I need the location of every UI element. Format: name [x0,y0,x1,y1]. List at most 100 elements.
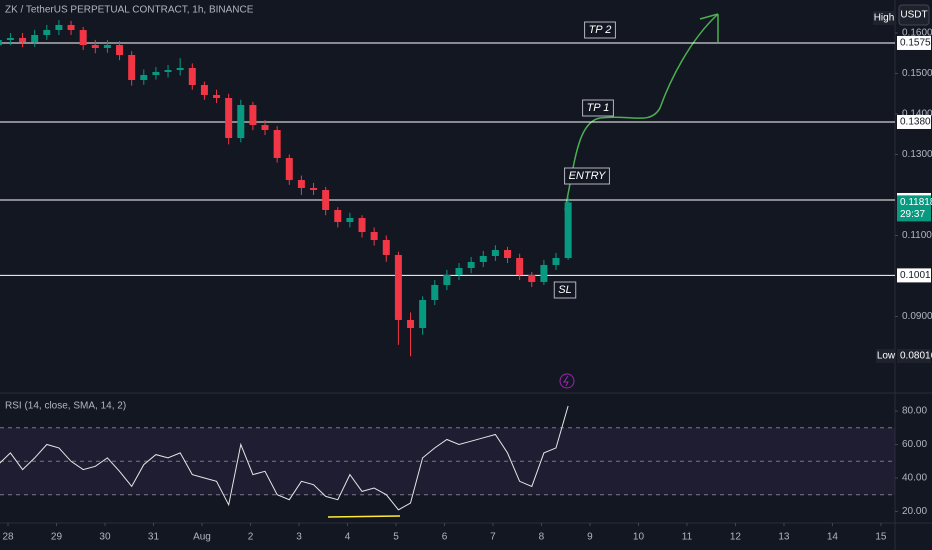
x-tick-label: 12 [730,532,742,543]
candle-body [334,209,342,223]
level-price: 0.10015 [900,270,932,281]
candle-body [67,24,75,31]
candle-body [297,180,305,188]
candle-body [285,157,293,181]
currency-button[interactable] [898,4,930,26]
candle-body [91,44,99,48]
rsi-tick-label: 40.00 [902,473,927,484]
candle-body [188,67,196,86]
level-tag-box [553,281,577,299]
x-tick-label: 31 [148,532,160,543]
low-value: 0.08016 [900,351,932,362]
x-tick-label: 13 [778,532,790,543]
level-tag: SL [558,284,571,296]
candle-body [225,98,233,139]
candle-body [540,264,548,282]
candle-body [504,249,512,259]
x-tick-label: 6 [442,532,448,543]
candle-body [249,105,257,126]
level-tag: ENTRY [569,170,607,182]
x-tick-label: 14 [827,532,839,543]
level-price-box [897,114,931,129]
candle-body [79,30,87,45]
candle-body [419,300,427,328]
high-badge [873,11,895,25]
candle-body [164,70,172,73]
candle-body [370,232,378,240]
last-price-box [897,195,931,222]
x-tick-label: 29 [51,532,63,543]
level-price-box [897,35,931,50]
rsi-tick-label: 20.00 [902,506,927,517]
chart-title: ZK / TetherUS PERPETUAL CONTRACT, 1h, BI… [5,5,254,16]
rsi-line [0,405,569,511]
low-value-box [897,349,931,363]
candle-body [528,274,536,282]
candle-body [346,218,354,223]
countdown: 29:37 [900,209,925,220]
level-tag-box [564,167,610,185]
low-label: Low [877,351,896,362]
x-tick-label: 28 [2,532,14,543]
last-price: 0.11818 [900,197,932,208]
candle-body [200,85,208,96]
level-price: 0.13803 [900,117,932,128]
candle-body [310,187,318,191]
high-label: High [874,13,895,24]
candle-body [358,218,366,233]
candle-body [128,54,136,80]
candle-body [140,75,148,80]
level-tag: TP 2 [589,24,612,36]
candle-body [516,258,524,275]
candle-body [479,255,487,262]
candle-body [31,34,39,42]
candle-body [6,37,14,41]
x-tick-label: Aug [193,532,211,543]
candle-body [116,44,124,55]
drawn-projection [564,13,719,211]
candle-body [152,72,160,76]
x-tick-label: 9 [587,532,593,543]
candle-body [491,249,499,256]
candle-body [43,30,51,35]
y-tick-label: 0.09000 [902,311,932,322]
x-tick-label: 8 [539,532,545,543]
x-tick-label: 30 [99,532,111,543]
candle-body [55,24,63,31]
x-tick-label: 7 [490,532,496,543]
candle-body [261,125,269,130]
candle-body [213,95,221,99]
event-icon[interactable] [559,373,575,389]
candle-body [431,284,439,301]
x-tick-label: 4 [345,532,351,543]
x-tick-label: 2 [248,532,254,543]
rsi-tick-label: 80.00 [902,406,927,417]
candle-body [273,130,281,158]
level-tag: TP 1 [587,102,610,114]
candle-body [19,37,27,42]
candle-body [382,239,390,255]
candle-body [322,190,330,210]
x-tick-label: 10 [633,532,645,543]
low-badge [876,349,896,363]
divergence-line [327,515,401,518]
level-tag-box [584,21,616,39]
candle-body [237,105,245,139]
candle-body [443,274,451,285]
x-tick-label: 15 [875,532,887,543]
candle-body [103,44,111,48]
candle-body [407,319,415,328]
candle-body [0,40,2,46]
x-tick-label: 5 [393,532,399,543]
level-tag-box [582,99,614,117]
event-bolt [563,375,569,387]
candle-body [394,254,402,320]
candle-body [455,267,463,275]
currency[interactable]: USDT [900,10,927,21]
